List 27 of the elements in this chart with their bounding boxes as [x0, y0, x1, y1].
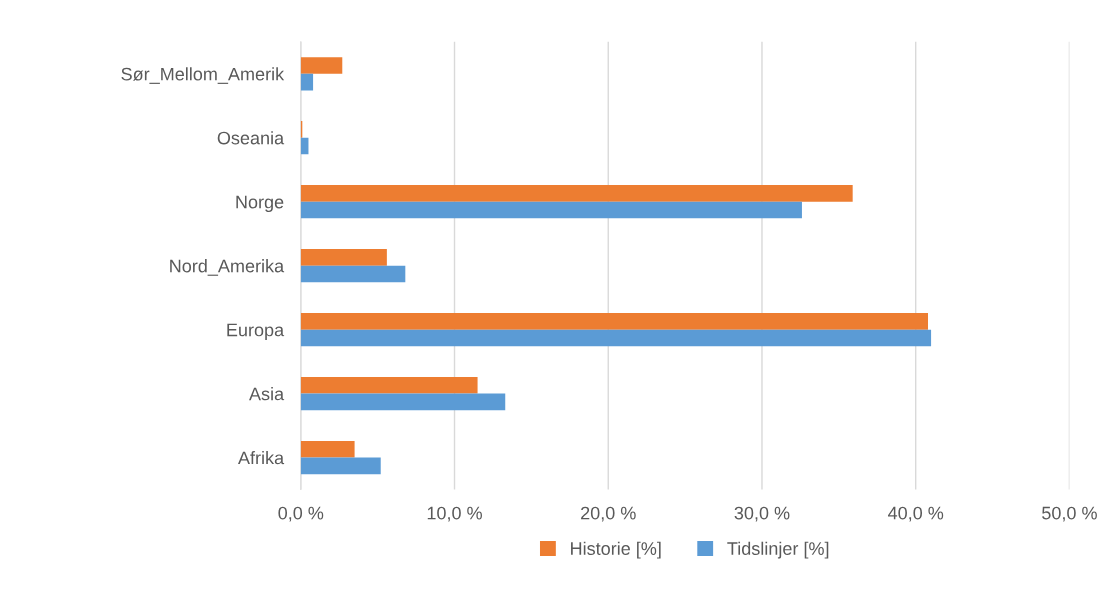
x-tick-label: 10,0 %	[427, 506, 482, 522]
bar	[300, 393, 506, 411]
x-tick-label: 40,0 %	[888, 506, 944, 522]
y-tick-label: Sør_Mellom_Amerik	[121, 67, 285, 84]
bar	[300, 376, 478, 394]
y-tick-label: Afrika	[238, 451, 285, 465]
x-tick-label: 50,0 %	[1042, 506, 1097, 522]
legend-label: Tidslinjer [%]	[727, 541, 829, 559]
bar	[300, 201, 802, 219]
x-tick-label: 20,0 %	[581, 506, 636, 522]
bar	[300, 265, 406, 283]
bar	[300, 440, 355, 458]
bar	[300, 313, 929, 330]
y-tick-label: Oseania	[217, 131, 285, 145]
bar	[300, 329, 932, 347]
y-tick-label: Europa	[227, 323, 285, 340]
y-tick-label: Nord_Amerika	[170, 259, 285, 276]
x-tick-label: 0,0 %	[278, 506, 324, 522]
x-tick-label: 30,0 %	[734, 506, 790, 522]
bar	[300, 57, 343, 74]
bar	[300, 185, 853, 202]
y-tick-label: Asia	[249, 387, 285, 401]
bar	[300, 457, 381, 475]
bar	[300, 249, 387, 266]
y-tick-label: Norge	[236, 195, 284, 212]
bar	[300, 73, 314, 91]
legend-label: Historie [%]	[571, 541, 661, 559]
